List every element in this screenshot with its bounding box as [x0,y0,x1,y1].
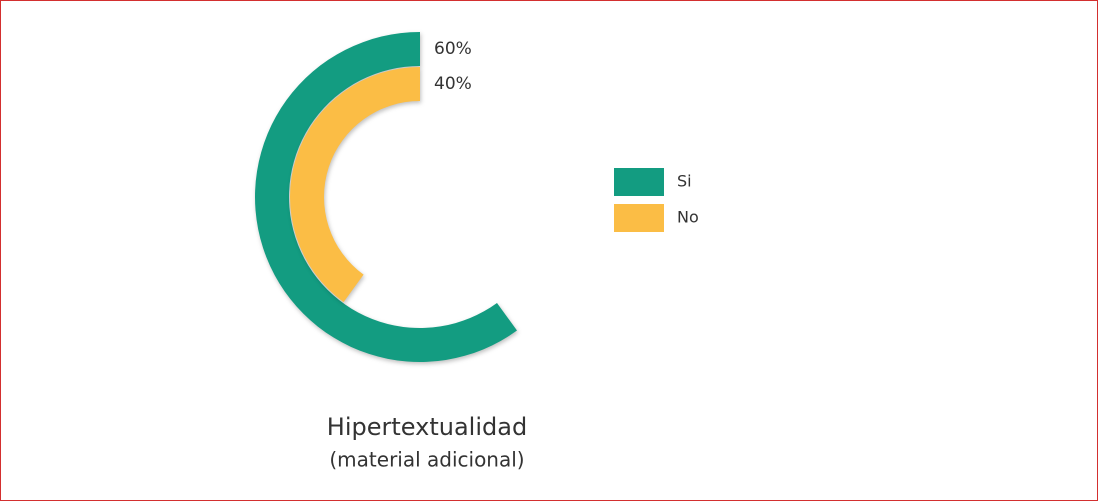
legend-swatch [614,204,664,232]
radial-bar [290,67,420,303]
chart-title: Hipertextualidad [327,413,527,441]
data-label: 40% [434,74,472,94]
radial-bar [254,32,517,362]
chart-subtitle: (material adicional) [329,448,524,472]
data-label: 60% [434,39,472,59]
legend-label: No [677,208,699,227]
legend-swatch [614,168,664,196]
legend-label: Si [677,172,692,191]
